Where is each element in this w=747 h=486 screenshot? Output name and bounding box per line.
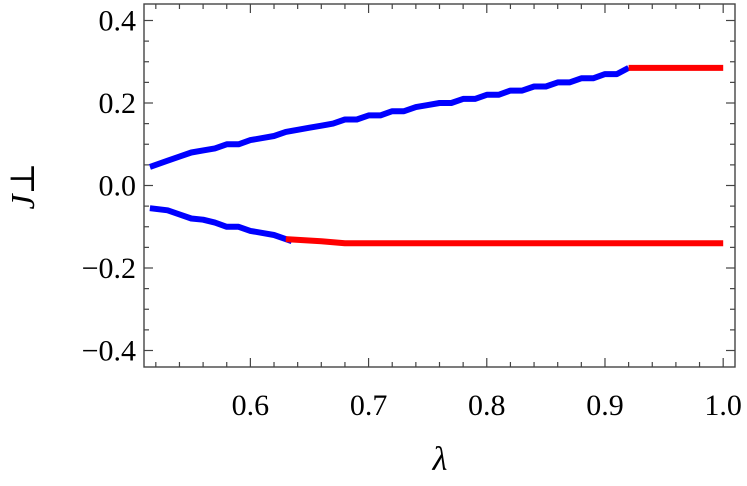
x-tick-label: 1.0 — [704, 389, 742, 422]
y-tick-label: 0.2 — [99, 87, 137, 120]
y-axis-title: J⊥ — [5, 162, 42, 209]
plot-frame — [143, 3, 736, 368]
y-tick-label: −0.2 — [82, 252, 136, 285]
x-tick-label: 0.9 — [586, 389, 624, 422]
series-line-1 — [148, 65, 630, 170]
x-tick-label: 0.6 — [232, 389, 270, 422]
x-axis-title: λ — [432, 441, 448, 478]
y-tick-label: 0.0 — [99, 170, 137, 203]
series-line-4 — [285, 236, 724, 247]
x-tick-label: 0.8 — [468, 389, 506, 422]
y-tick-label: 0.4 — [99, 5, 137, 38]
x-tick-label: 0.7 — [350, 389, 388, 422]
series-line-2 — [149, 205, 293, 245]
axis-tick-labels: 0.6 0.7 0.8 0.9 1.0 −0.4 −0.2 0.0 0.2 0.4 — [82, 5, 742, 423]
axis-ticks — [144, 4, 735, 367]
data-series — [148, 64, 724, 247]
y-tick-label: −0.4 — [82, 335, 136, 368]
